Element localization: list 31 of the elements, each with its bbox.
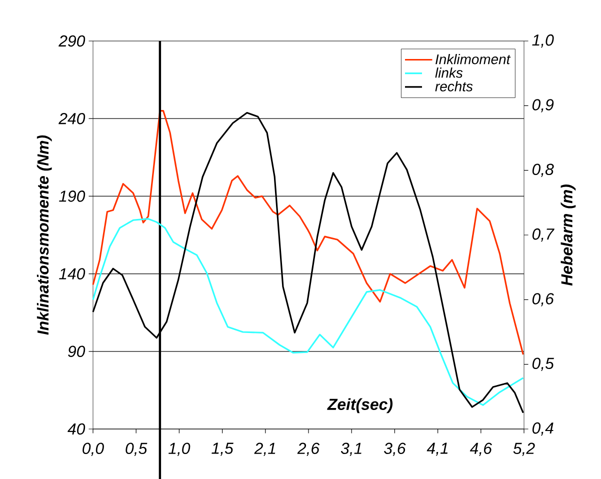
x-tick-label: 4,6 xyxy=(470,442,492,456)
line-series xyxy=(92,110,524,356)
y-axis-title: Inklinationsmomente (Nm) xyxy=(36,135,52,335)
legend-label: rechts xyxy=(435,81,473,92)
x-tick-label: 4,1 xyxy=(426,442,448,456)
x-tick-label: 5,2 xyxy=(513,442,535,456)
y2-axis-title: Hebelarm (m) xyxy=(560,184,576,286)
x-tick-label: 0,0 xyxy=(82,442,104,456)
x-tick-label: 3,6 xyxy=(384,442,406,456)
y-tick-label: 40 xyxy=(68,423,86,435)
x-tick-label: 2,6 xyxy=(297,442,320,456)
y-tick-label: 90 xyxy=(68,346,86,358)
y2-tick-label: 0,9 xyxy=(532,99,554,112)
y2-tick-label: 0,6 xyxy=(532,293,554,306)
x-tick-label: 1,0 xyxy=(168,442,190,456)
y-tick-label: 190 xyxy=(59,190,86,202)
y-tick-label: 140 xyxy=(59,268,86,280)
y2-tick-label: 0,8 xyxy=(532,164,554,177)
x-tick-label: 3,1 xyxy=(340,442,362,456)
y2-tick-label: 0,4 xyxy=(532,422,554,436)
x-tick-label: 2,1 xyxy=(254,442,276,456)
x-tick-label: 0,5 xyxy=(126,442,148,456)
y2-tick-label: 1,0 xyxy=(532,34,554,48)
legend-label: links xyxy=(435,68,463,78)
y2-tick-label: 0,5 xyxy=(532,358,554,371)
y-tick-label: 240 xyxy=(58,112,86,124)
legend-label: Inklimoment xyxy=(436,54,511,64)
y2-tick-label: 0,7 xyxy=(532,228,554,242)
x-tick-label: 1,5 xyxy=(212,442,234,456)
y-tick-label: 290 xyxy=(58,35,86,47)
x-axis-title: Zeit(sec) xyxy=(327,398,393,414)
